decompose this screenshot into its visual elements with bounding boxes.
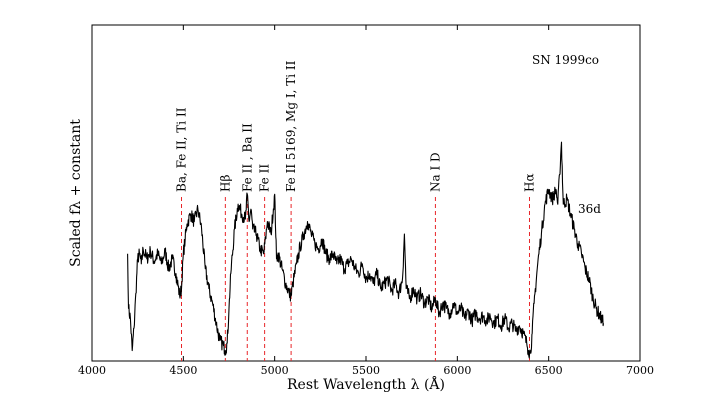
marker-label-1: Hβ <box>218 175 232 192</box>
epoch-label: 36d <box>578 202 601 216</box>
marker-label-3: Fe II <box>258 164 272 192</box>
x-tick-label-4: 6000 <box>443 364 471 377</box>
x-tick-label-1: 4500 <box>169 364 197 377</box>
x-axis-label: Rest Wavelength λ (Å) <box>287 375 445 393</box>
x-tick-label-3: 5500 <box>352 364 380 377</box>
y-axis-label: Scaled fλ + constant <box>68 119 84 267</box>
object-label: SN 1999co <box>532 53 599 67</box>
marker-label-4: Fe II 5169, Mg I, Ti II <box>284 60 298 192</box>
marker-label-0: Ba, Fe II, Ti II <box>175 107 189 192</box>
marker-label-2: Fe II , Ba II <box>240 123 254 192</box>
x-tick-label-5: 6500 <box>535 364 563 377</box>
x-tick-label-6: 7000 <box>626 364 654 377</box>
marker-label-6: Hα <box>522 173 536 192</box>
marker-label-5: Na I D <box>428 152 442 192</box>
spectrum-chart: Ba, Fe II, Ti II Hβ Fe II , Ba II Fe II Fe I… <box>0 0 706 405</box>
x-tick-label-0: 4000 <box>78 364 106 377</box>
x-tick-label-2: 5000 <box>261 364 289 377</box>
x-axis-ticks: 4000 4500 5000 5500 6000 6500 7000 <box>78 25 654 377</box>
